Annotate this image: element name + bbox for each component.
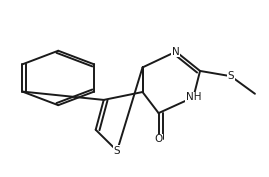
Text: N: N — [172, 47, 180, 57]
Text: NH: NH — [186, 92, 201, 102]
Text: S: S — [114, 146, 121, 156]
Text: O: O — [154, 134, 163, 144]
Text: S: S — [228, 71, 234, 81]
